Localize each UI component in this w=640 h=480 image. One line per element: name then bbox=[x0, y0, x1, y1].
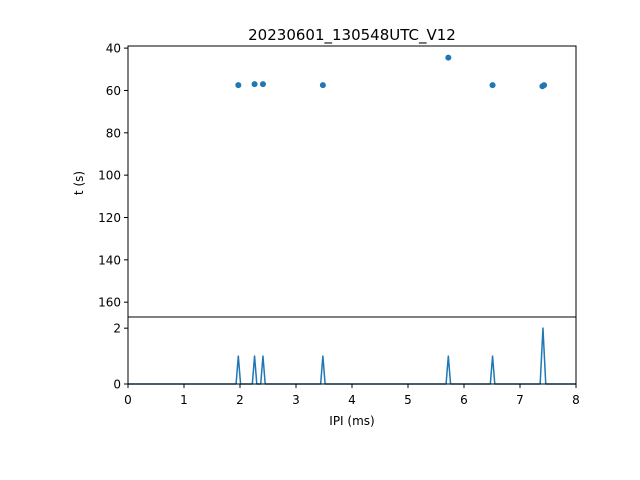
scatter-point bbox=[541, 82, 548, 89]
scatter-points bbox=[235, 54, 548, 90]
y-tick-label: 160 bbox=[98, 296, 121, 310]
bottom-plot-frame bbox=[127, 316, 577, 385]
scatter-point bbox=[235, 82, 242, 89]
y-tick-label: 120 bbox=[98, 211, 121, 225]
bottom-y-ticks: 02 bbox=[113, 322, 128, 392]
scatter-point bbox=[319, 82, 326, 89]
x-tick-label: 3 bbox=[292, 393, 300, 407]
y-tick-label: 60 bbox=[106, 84, 121, 98]
y-tick-label: 40 bbox=[106, 42, 121, 56]
y-tick-label: 0 bbox=[113, 378, 121, 392]
x-tick-label: 4 bbox=[348, 393, 356, 407]
chart-title: 20230601_130548UTC_V12 bbox=[248, 26, 456, 45]
y-tick-label: 100 bbox=[98, 169, 121, 183]
x-tick-label: 8 bbox=[572, 393, 580, 407]
y-tick-label: 140 bbox=[98, 253, 121, 267]
scatter-point bbox=[251, 81, 258, 88]
y-axis-label: t (s) bbox=[72, 171, 86, 195]
x-tick-label: 0 bbox=[124, 393, 132, 407]
y-tick-label: 80 bbox=[106, 126, 121, 140]
scatter-point bbox=[489, 82, 496, 89]
x-tick-label: 1 bbox=[180, 393, 188, 407]
x-tick-label: 7 bbox=[516, 393, 524, 407]
y-tick-label: 2 bbox=[113, 322, 121, 336]
x-tick-label: 5 bbox=[404, 393, 412, 407]
x-tick-label: 6 bbox=[460, 393, 468, 407]
x-axis-label: IPI (ms) bbox=[329, 414, 374, 428]
x-tick-label: 2 bbox=[236, 393, 244, 407]
bottom-x-ticks: 0 1 2 3 4 5 6 7 8 bbox=[124, 384, 580, 407]
scatter-point bbox=[445, 54, 452, 61]
scatter-point bbox=[259, 81, 266, 88]
top-y-ticks: 40 60 80 100 120 140 160 bbox=[98, 42, 128, 310]
